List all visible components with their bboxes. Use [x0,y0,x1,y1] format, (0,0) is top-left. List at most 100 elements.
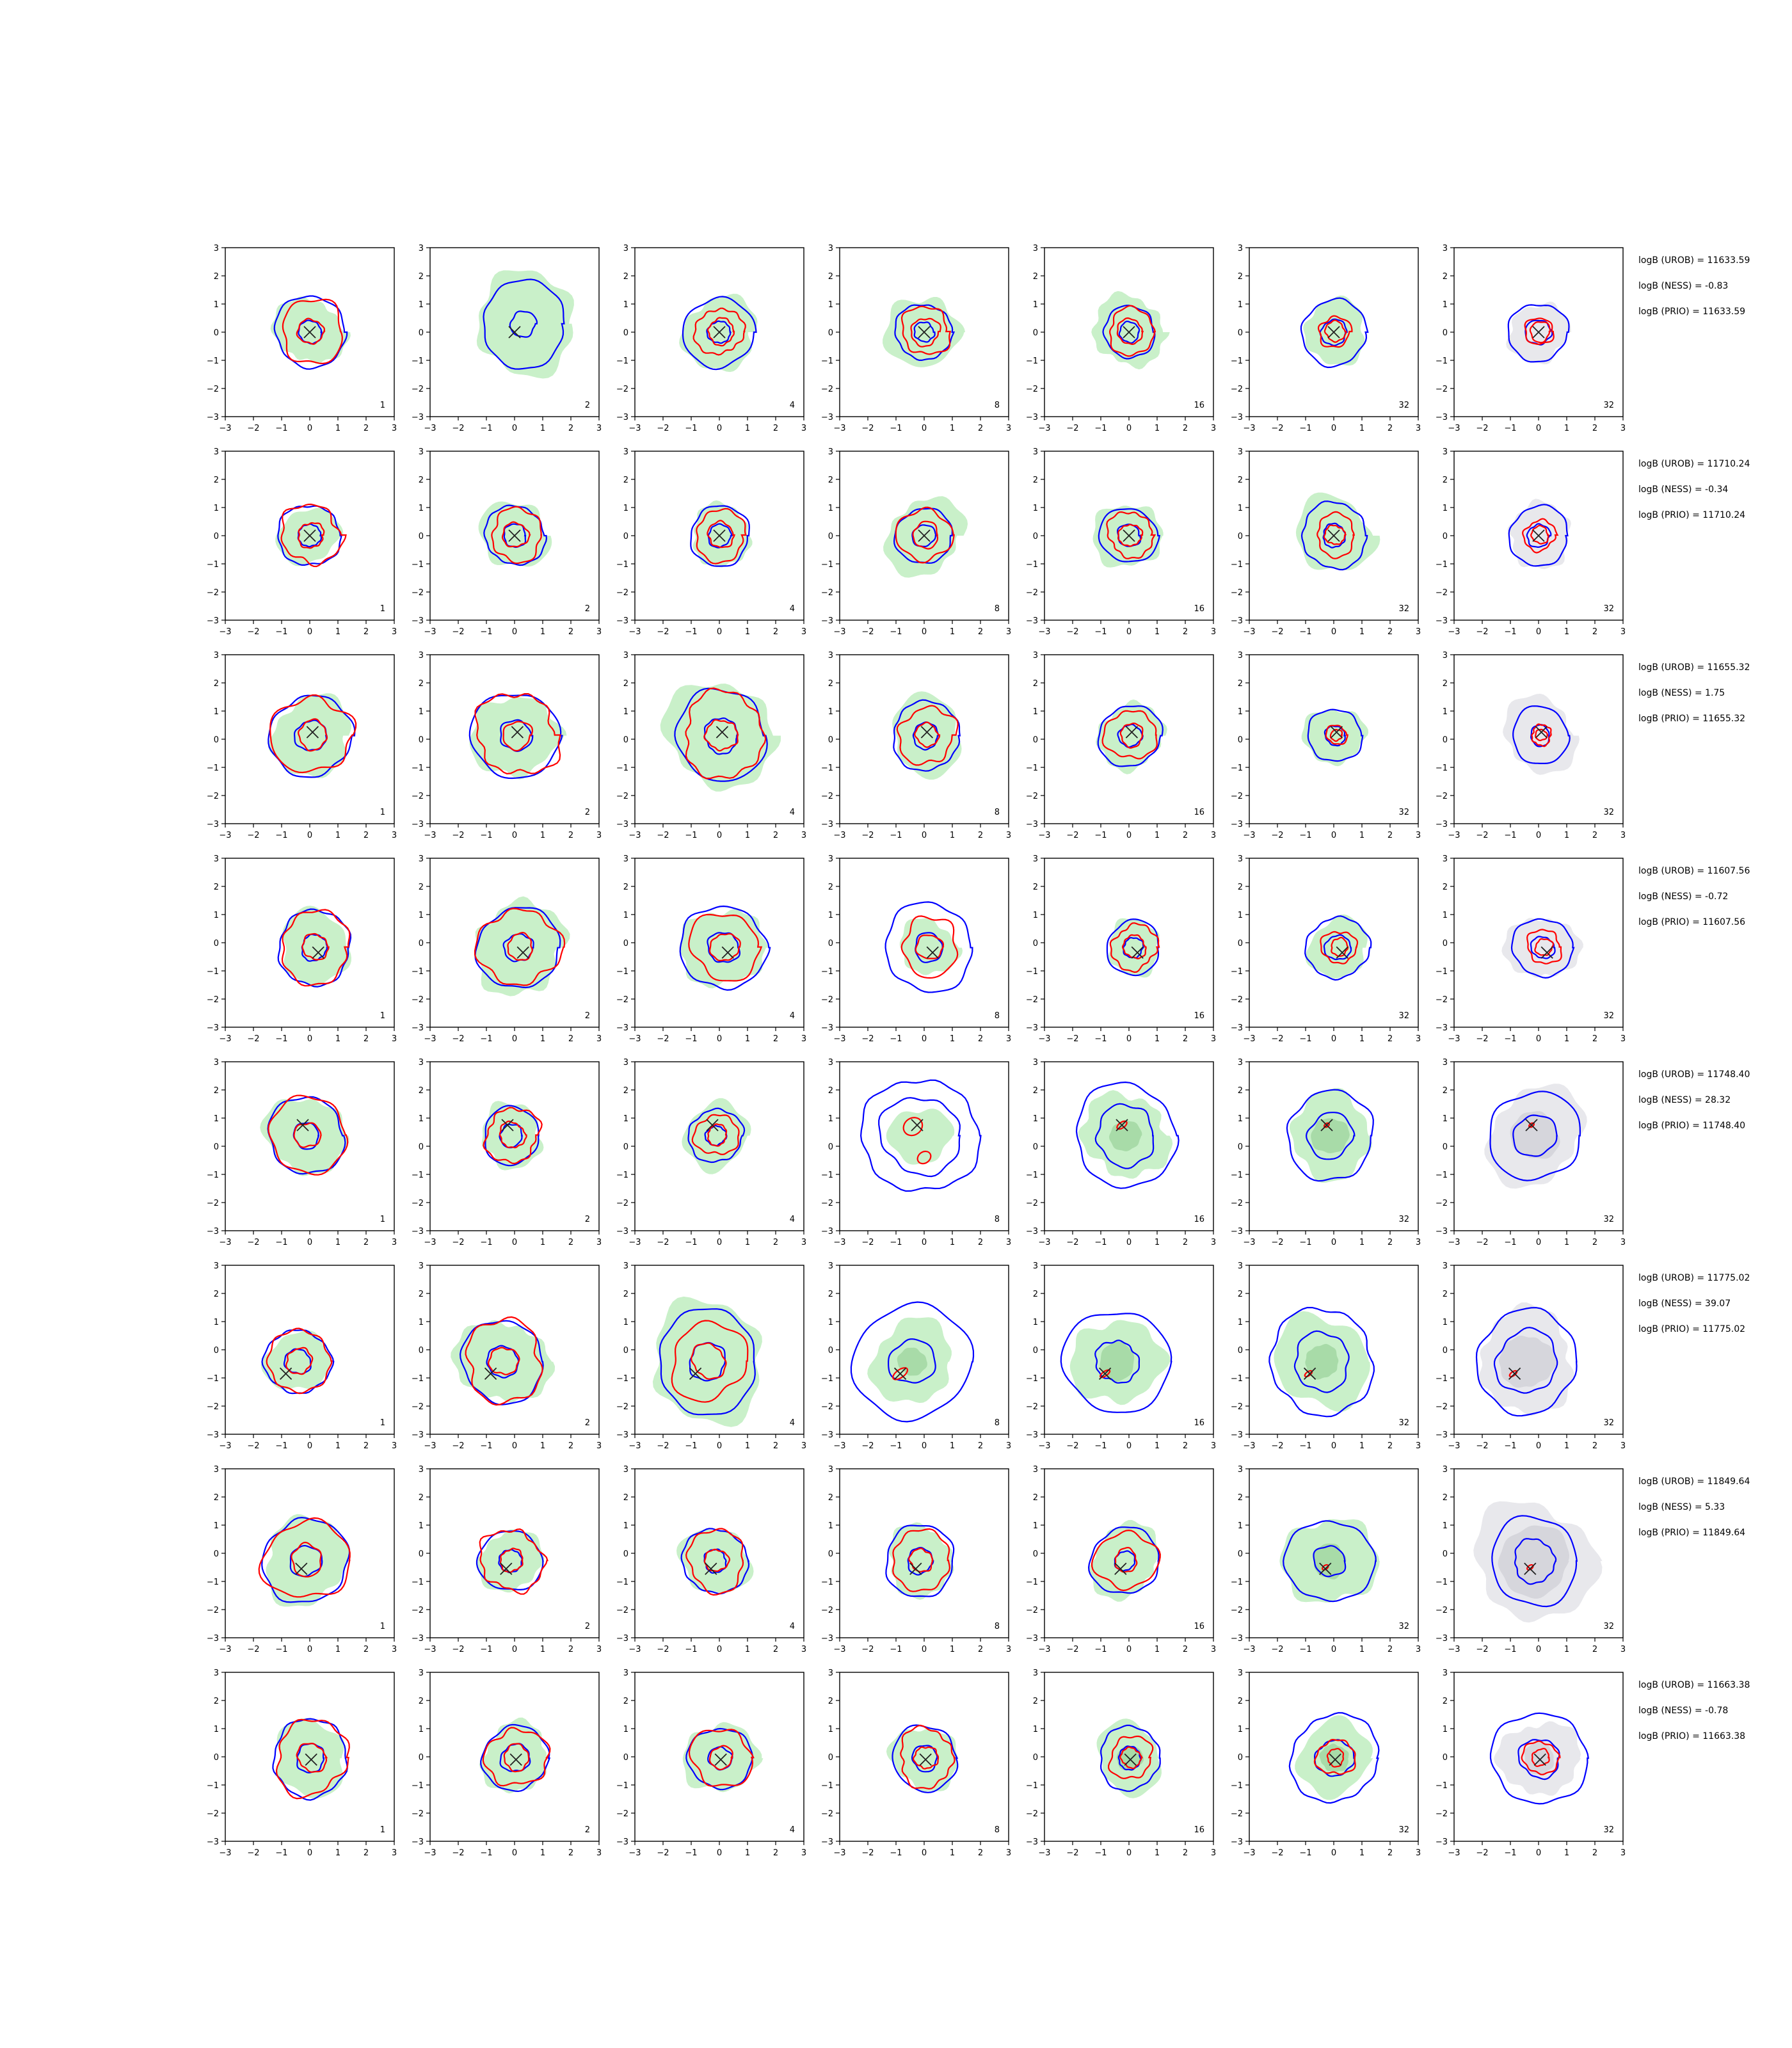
x-tick-label: 3 [1620,627,1626,637]
y-tick-label: 2 [214,1290,219,1299]
true-value-marker [279,1367,292,1380]
plot-area [272,1718,350,1801]
plot-area [258,1514,351,1607]
true-value-marker [484,1367,497,1380]
blue-contour [1508,504,1569,567]
panel-count-label: 32 [1603,401,1614,410]
y-tick-label: 2 [623,679,628,689]
x-tick-label: −3 [424,1034,436,1044]
panel-count-label: 8 [995,1418,1000,1428]
y-tick-label: 0 [1238,328,1243,338]
x-tick-label: −2 [861,1034,874,1044]
panel-r7-c5: −3−3 −2 −2 −1 −1 0 0 1 1 2 2 3 3 16 [1026,1465,1216,1654]
logb-annotation: logB (UROB) = 11775.02 [1638,1273,1750,1283]
true-value-marker [511,726,524,739]
x-tick-label: 3 [1211,1238,1216,1247]
red-contour [1526,929,1562,964]
green-density-region [1303,295,1365,366]
x-tick-label: 0 [922,1238,927,1247]
panel-count-label: 8 [995,401,1000,410]
x-tick-label: 3 [1211,627,1216,637]
logb-annotation: logB (NESS) = 5.33 [1638,1502,1725,1512]
x-tick-label: −2 [247,1848,259,1858]
y-tick-label: −2 [821,1402,833,1412]
y-tick-label: −2 [1231,1809,1243,1819]
y-tick-label: −3 [1026,413,1038,422]
x-tick-label: −3 [1243,1238,1255,1247]
x-tick-label: 2 [568,831,573,840]
plot-area [270,295,351,370]
y-tick-label: 3 [419,1058,424,1068]
x-tick-label: 0 [512,1848,517,1858]
blue-contour [1475,1307,1578,1417]
y-tick-label: 0 [419,1753,424,1763]
panel-r8-c7: −3−3 −2 −2 −1 −1 0 0 1 1 2 2 3 3 32 [1436,1668,1626,1858]
true-value-marker [716,726,729,739]
panel-count-label: 1 [380,1418,385,1428]
true-value-marker [305,1753,317,1766]
logb-annotation: logB (PRIO) = 11655.32 [1638,714,1746,724]
y-tick-label: −1 [616,1374,628,1384]
blue-contour [1507,304,1570,363]
red-contour [1119,722,1144,749]
x-tick-label: 1 [745,627,750,637]
x-tick-label: 1 [1359,627,1364,637]
y-tick-label: 2 [214,883,219,892]
x-tick-label: 0 [1536,1848,1541,1858]
panel-r2-c3: −3−3 −2 −2 −1 −1 0 0 1 1 2 2 3 3 4 [616,447,806,637]
x-tick-label: 0 [1536,1441,1541,1451]
logb-annotation: logB (UROB) = 11663.38 [1638,1680,1750,1690]
plot-area [652,1296,762,1427]
x-tick-label: 0 [307,1848,312,1858]
x-tick-label: −3 [424,1238,436,1247]
y-tick-label: −2 [412,1606,424,1615]
x-tick-label: 0 [1536,1645,1541,1654]
y-tick-label: 3 [828,447,833,457]
red-contour [1116,317,1144,346]
blue-contour [682,296,757,371]
y-tick-label: −1 [207,1171,219,1180]
x-tick-label: 3 [801,1034,806,1044]
x-tick-label: −1 [480,831,492,840]
y-tick-label: −3 [821,820,833,829]
green-density-region [1096,700,1167,774]
x-tick-label: 0 [512,1238,517,1247]
x-tick-label: 1 [1155,1034,1160,1044]
x-tick-label: 0 [1126,1238,1132,1247]
y-tick-label: 1 [1238,1521,1243,1531]
x-tick-label: 0 [1126,627,1132,637]
plot-area [1106,918,1160,978]
blue-contour [273,295,348,370]
x-tick-label: 2 [1388,831,1393,840]
true-value-marker [303,326,316,339]
y-tick-label: 3 [623,244,628,253]
x-tick-label: −1 [275,1645,287,1654]
panel-r8-c5: −3−3 −2 −2 −1 −1 0 0 1 1 2 2 3 3 16 [1026,1668,1216,1858]
y-tick-label: 2 [1033,1493,1038,1503]
y-tick-label: 0 [1238,1346,1243,1356]
red-contour [1522,518,1559,554]
y-tick-label: 2 [1443,1290,1448,1299]
x-tick-label: 2 [1388,1034,1393,1044]
red-contour [908,1548,934,1572]
x-tick-label: −2 [1271,1034,1283,1044]
panel-count-label: 8 [995,1215,1000,1224]
y-tick-label: −2 [1231,385,1243,394]
x-tick-label: −1 [480,627,492,637]
red-contour [301,932,330,961]
panel-r4-c3: −3−3 −2 −2 −1 −1 0 0 1 1 2 2 3 3 4 [616,854,806,1044]
x-tick-label: 1 [540,1441,545,1451]
green-density-region [886,1108,955,1165]
x-tick-label: 3 [801,627,806,637]
y-tick-label: 2 [1238,1493,1243,1503]
blue-contour [704,1124,728,1147]
red-contour [916,1150,932,1165]
y-tick-label: 2 [1443,1086,1448,1096]
x-tick-label: −3 [1448,1645,1460,1654]
y-tick-label: −2 [412,1402,424,1412]
x-tick-label: 2 [568,1238,573,1247]
x-tick-label: −3 [1243,1034,1255,1044]
x-tick-label: 1 [1564,831,1569,840]
green-density-region [266,1514,351,1607]
panel-count-label: 2 [585,1825,590,1835]
